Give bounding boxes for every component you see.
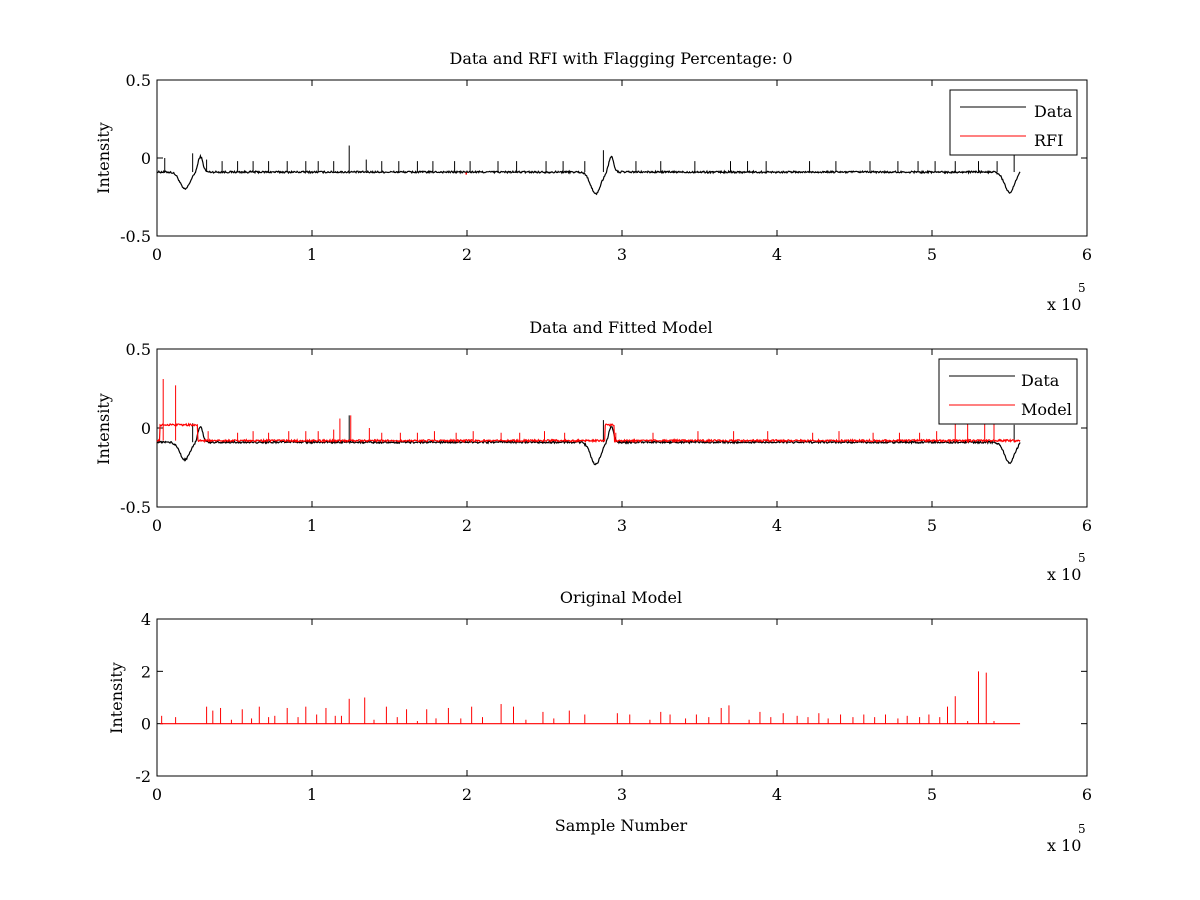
x-tick-label: 3 [617,785,627,804]
panel-1-legend: Data RFI [949,89,1078,156]
x-tick-label: 2 [462,785,472,804]
panel-1-x-exponent: 5 [1078,281,1086,295]
y-tick-label: 0.5 [126,71,151,90]
x-tick-label: 4 [772,785,782,804]
panel-2-x-multiplier: x 10 [1047,565,1081,584]
y-tick-label: 0 [141,419,151,438]
panel-1-ylabel: Intensity [94,122,113,194]
x-tick-label: 6 [1082,785,1092,804]
y-tick-label: 0.5 [126,340,151,359]
x-tick-label: 2 [462,516,472,535]
y-tick-label: -0.5 [120,227,151,246]
series-data-line [156,425,1021,466]
panel-1-plot: 0 1 2 3 4 5 6-0.500.5 [120,71,1092,264]
x-tick-label: 5 [927,785,937,804]
panel-2-title: Data and Fitted Model [529,318,712,337]
x-tick-label: 3 [617,516,627,535]
panel-2: Data and Fitted Model Intensity x 10 5 0… [94,318,1092,584]
panel-2-legend-label-data: Data [1021,371,1060,390]
series-model-line [156,422,1021,444]
x-tick-label: 5 [927,245,937,264]
panel-3-title: Original Model [560,588,682,607]
panel-1: Data and RFI with Flagging Percentage: 0… [94,49,1092,314]
x-tick-label: 1 [307,785,317,804]
x-tick-label: 6 [1082,245,1092,264]
x-tick-label: 6 [1082,516,1092,535]
x-tick-label: 4 [772,516,782,535]
panel-1-title: Data and RFI with Flagging Percentage: 0 [449,49,792,68]
panel-1-legend-label-data: Data [1034,102,1073,121]
x-tick-label: 0 [152,245,162,264]
panel-3-x-multiplier: x 10 [1047,836,1081,855]
x-tick-label: 5 [927,516,937,535]
y-tick-label: -2 [135,767,151,786]
panel-3: Original Model Intensity Sample Number x… [107,588,1092,855]
y-tick-label: 0 [141,149,151,168]
panel-3-ylabel: Intensity [107,662,126,734]
panel-1-legend-box [949,89,1078,156]
x-tick-label: 1 [307,245,317,264]
y-tick-label: 4 [141,610,151,629]
series-data-line [156,153,1021,196]
panel-2-x-exponent: 5 [1078,551,1086,565]
x-tick-label: 4 [772,245,782,264]
panel-3-xlabel: Sample Number [555,816,688,835]
y-tick-label: 2 [141,662,151,681]
panel-3-x-exponent: 5 [1078,822,1086,836]
x-tick-label: 2 [462,245,472,264]
x-tick-label: 3 [617,245,627,264]
panel-1-x-multiplier: x 10 [1047,295,1081,314]
y-tick-label: 0 [141,715,151,734]
x-tick-label: 1 [307,516,317,535]
panel-2-plot: 0 1 2 3 4 5 6-0.500.5 [120,340,1092,535]
x-tick-label: 0 [152,516,162,535]
panel-2-ylabel: Intensity [94,393,113,465]
panel-2-legend: Data Model [938,358,1078,425]
y-tick-label: -0.5 [120,498,151,517]
panel-2-legend-box [938,358,1078,425]
x-tick-label: 0 [152,785,162,804]
panel-2-legend-label-model: Model [1021,400,1072,419]
panel-1-legend-label-rfi: RFI [1034,131,1063,150]
